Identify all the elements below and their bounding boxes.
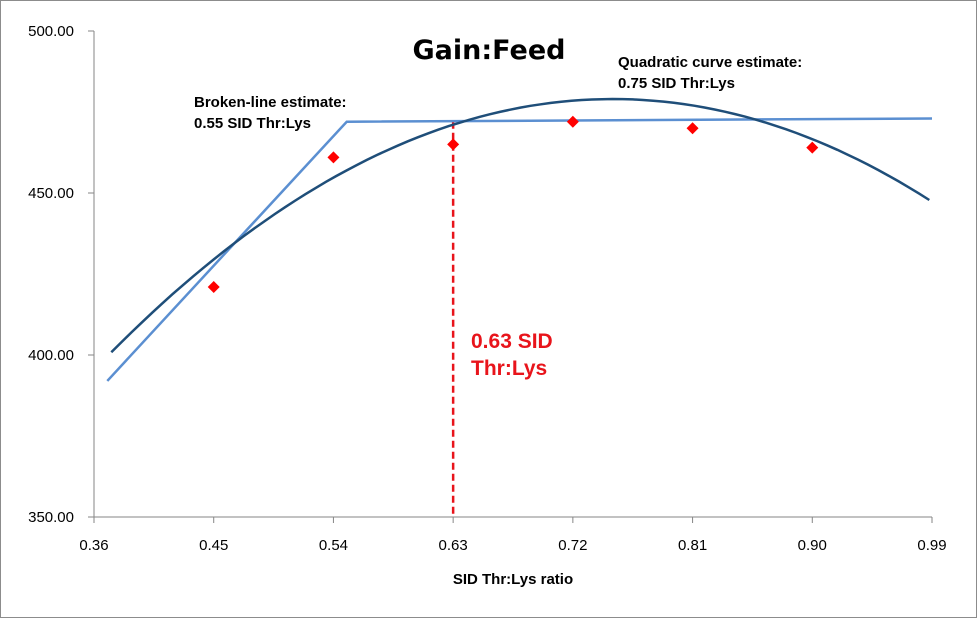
broken-line-annotation-line2: 0.55 SID Thr:Lys xyxy=(194,115,311,132)
x-axis-ticks: 0.36 0.45 0.54 0.63 0.72 0.81 0.90 0.99 xyxy=(79,517,947,554)
series-layer xyxy=(106,97,933,517)
data-point-marker xyxy=(566,115,579,128)
y-tick-label: 350.00 xyxy=(28,509,74,526)
broken-line-annotation-line1: Broken-line estimate: xyxy=(194,94,347,111)
x-axis-label: SID Thr:Lys ratio xyxy=(453,571,573,588)
x-tick-label: 0.36 xyxy=(79,537,108,554)
quadratic-curve-series xyxy=(110,97,930,354)
x-tick-label: 0.99 xyxy=(917,537,946,554)
x-tick-label: 0.90 xyxy=(798,537,827,554)
x-tick-label: 0.45 xyxy=(199,537,228,554)
y-tick-label: 400.00 xyxy=(28,347,74,364)
data-point-marker xyxy=(806,141,819,154)
broken-line-series xyxy=(106,117,933,382)
y-tick-label: 450.00 xyxy=(28,185,74,202)
x-tick-label: 0.81 xyxy=(678,537,707,554)
y-tick-label: 500.00 xyxy=(28,23,74,40)
data-point-marker xyxy=(447,138,460,151)
data-point-marker xyxy=(686,122,699,135)
axes xyxy=(93,31,932,518)
data-point-marker xyxy=(327,151,340,164)
breakpoint-annotation-line2: Thr:Lys xyxy=(471,357,547,380)
quadratic-annotation-line1: Quadratic curve estimate: xyxy=(618,54,802,71)
quadratic-annotation-line2: 0.75 SID Thr:Lys xyxy=(618,75,735,92)
x-tick-label: 0.72 xyxy=(558,537,587,554)
y-axis-ticks: 350.00 400.00 450.00 500.00 xyxy=(28,23,94,526)
breakpoint-annotation-line1: 0.63 SID xyxy=(471,330,553,353)
chart-title: Gain:Feed xyxy=(413,35,566,66)
data-point-marker xyxy=(207,280,220,293)
x-tick-label: 0.63 xyxy=(439,537,468,554)
x-tick-label: 0.54 xyxy=(319,537,348,554)
